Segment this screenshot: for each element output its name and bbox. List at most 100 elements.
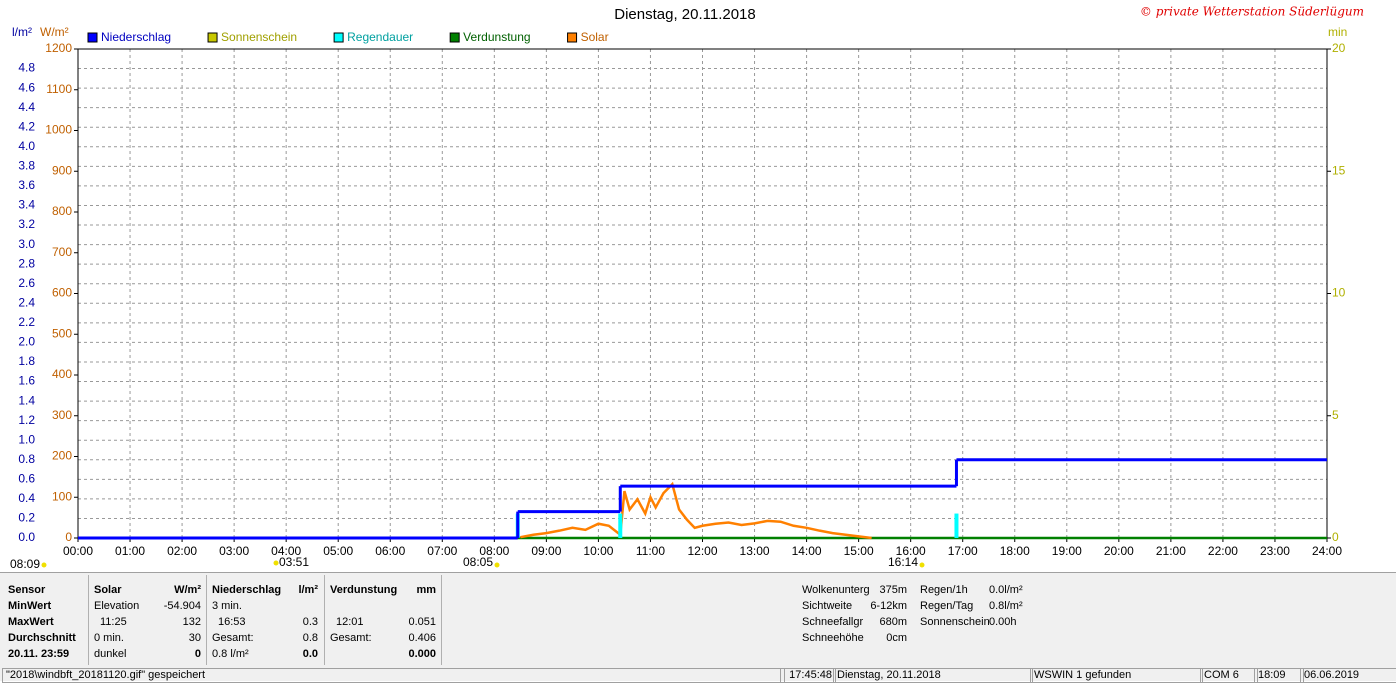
legend-swatch: [207, 32, 218, 43]
cell-label: Verdunstung: [330, 584, 398, 596]
condition-value: 680m: [879, 616, 907, 628]
cell-value: 0.406: [408, 632, 436, 644]
y3-tick-label: 3.8: [18, 159, 35, 173]
y-tick-label: 0: [65, 530, 72, 544]
x-tick-label: 10:00: [583, 544, 613, 558]
separator: [324, 575, 325, 665]
y-tick-label: 700: [52, 245, 72, 259]
cell-label: Gesamt:: [212, 632, 254, 644]
y3-tick-label: 1.6: [18, 374, 35, 388]
series-line: [520, 481, 872, 540]
cell-label: Niederschlag: [212, 584, 282, 596]
y-axis-label: W/m²: [40, 25, 69, 39]
x-tick-label: 15:00: [844, 544, 874, 558]
x-tick-label: 17:00: [948, 544, 978, 558]
y3-tick-label: 1.2: [18, 413, 35, 427]
y3-tick-label: 0.8: [18, 452, 35, 466]
y-tick-label: 1200: [45, 41, 72, 55]
condition-label: Sichtweite: [802, 600, 853, 612]
condition-label: Wolkenunterg: [802, 584, 870, 596]
annotation: 08:05: [463, 555, 493, 569]
y-tick-label: 100: [52, 489, 72, 503]
y-tick-label: 400: [52, 367, 72, 381]
y2-tick-label: 20: [1332, 41, 1346, 55]
y3-tick-label: 3.2: [18, 217, 35, 231]
row-label: 20.11. 23:59: [8, 648, 70, 660]
x-tick-label: 13:00: [740, 544, 770, 558]
y3-tick-label: 1.8: [18, 354, 35, 368]
y3-tick-label: 4.0: [18, 139, 35, 153]
cell-value: 30: [188, 632, 201, 644]
cell-value: 0.0: [302, 648, 318, 660]
y-tick-label: 200: [52, 449, 72, 463]
x-tick-label: 18:00: [1000, 544, 1030, 558]
annotation: 16:14: [888, 555, 918, 569]
status-item: "2018\windbft_20181120.gif" gespeichert: [2, 668, 785, 683]
row-label: MaxWert: [8, 616, 54, 628]
row-label: MinWert: [8, 600, 52, 612]
y3-tick-label: 3.4: [18, 198, 35, 212]
y2-axis-label: min: [1328, 25, 1347, 39]
cell-label: 11:25: [100, 616, 127, 628]
status-bar: "2018\windbft_20181120.gif" gespeichert 1…: [0, 667, 1396, 683]
cell-value: 0: [194, 648, 201, 660]
cell-value: -54.904: [163, 600, 201, 612]
separator: [441, 575, 442, 665]
legend-swatch: [567, 32, 578, 43]
y3-tick-label: 0.4: [18, 491, 35, 505]
y3-tick-label: 2.6: [18, 276, 35, 290]
status-item: COM 6: [1200, 668, 1258, 683]
y-tick-label: 300: [52, 408, 72, 422]
y3-tick-label: 4.8: [18, 61, 35, 75]
legend-label: Solar: [581, 30, 609, 44]
x-tick-label: 19:00: [1052, 544, 1082, 558]
sun-marker: [919, 562, 925, 568]
y3-tick-label: 0.6: [18, 471, 35, 485]
status-item: 17:45:48: [780, 668, 836, 683]
sun-marker: [41, 562, 47, 568]
x-tick-label: 01:00: [115, 544, 145, 558]
x-tick-label: 22:00: [1208, 544, 1238, 558]
x-tick-label: 08:00: [479, 544, 509, 558]
y3-tick-label: 4.6: [18, 80, 35, 94]
condition-label: Sonnenschein: [920, 616, 990, 628]
cell-value: 0.8: [302, 632, 318, 644]
y-tick-label: 900: [52, 163, 72, 177]
y-tick-label: 600: [52, 286, 72, 300]
y3-tick-label: 4.2: [18, 119, 35, 133]
x-tick-label: 00:00: [63, 544, 93, 558]
cell-label: 0 min.: [94, 632, 124, 644]
row-label: Durchschnitt: [8, 632, 76, 644]
x-tick-label: 04:00: [271, 544, 301, 558]
y3-tick-label: 3.6: [18, 178, 35, 192]
condition-value: 375m: [879, 584, 907, 596]
cell-value: mm: [416, 584, 436, 596]
status-item: Dienstag, 20.11.2018: [833, 668, 1033, 683]
x-tick-label: 05:00: [323, 544, 353, 558]
annotation: -03:51: [275, 555, 309, 569]
sun-marker: [494, 562, 500, 568]
x-tick-label: 21:00: [1156, 544, 1186, 558]
y3-tick-label: 1.4: [18, 393, 35, 407]
y2-tick-label: 5: [1332, 408, 1339, 422]
y-tick-label: 1100: [46, 82, 72, 96]
y3-tick-label: 2.2: [18, 315, 35, 329]
bar: [618, 513, 623, 538]
y-tick-label: 800: [52, 204, 72, 218]
legend-label: Niederschlag: [101, 30, 171, 44]
cell-value: 0.3: [302, 616, 318, 628]
x-tick-label: 14:00: [792, 544, 822, 558]
x-tick-label: 09:00: [531, 544, 561, 558]
x-tick-label: 07:00: [427, 544, 457, 558]
condition-label: Schneehöhe: [802, 632, 864, 644]
cell-label: 0.8 l/m²: [212, 648, 249, 660]
condition-label: Regen/Tag: [920, 600, 974, 612]
chart-title: Dienstag, 20.11.2018: [614, 6, 756, 23]
row-label: Sensor: [8, 584, 46, 596]
y3-tick-label: 4.4: [18, 100, 35, 114]
annotation: 08:09: [10, 557, 40, 571]
cell-label: Gesamt:: [330, 632, 372, 644]
y2-tick-label: 10: [1332, 286, 1346, 300]
cell-label: Solar: [94, 584, 122, 596]
